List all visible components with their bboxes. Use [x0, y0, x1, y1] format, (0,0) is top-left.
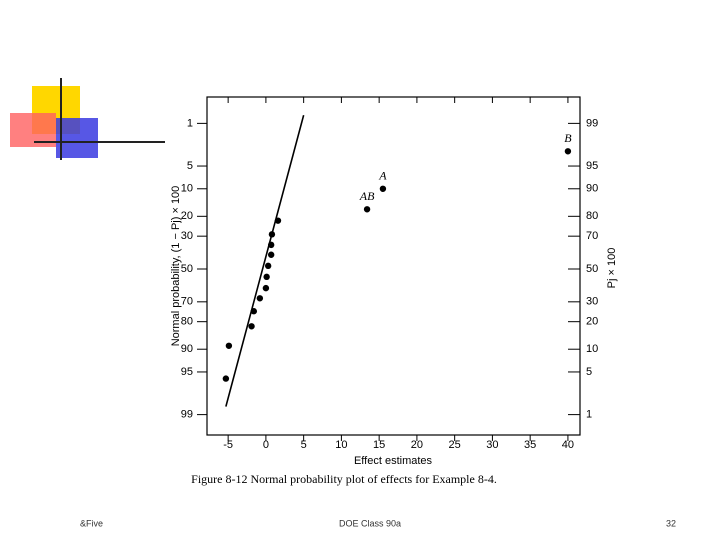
x-tick-label: 15	[373, 439, 385, 451]
y2-tick-label: 80	[586, 210, 598, 222]
y-tick-label: 80	[181, 316, 193, 328]
y2-tick-label: 70	[586, 230, 598, 242]
y2-tick-label: 99	[586, 117, 598, 129]
point	[274, 217, 282, 224]
point	[222, 375, 230, 382]
point	[267, 251, 275, 258]
point	[248, 323, 255, 330]
y2-tick-label: 90	[586, 183, 598, 195]
point	[264, 262, 272, 270]
y-axis-label: Normal probability, (1 − Pj) × 100	[170, 186, 182, 347]
point-label: A	[378, 169, 387, 183]
deco-square	[56, 118, 98, 158]
y2-tick-label: 20	[586, 316, 598, 328]
footer-left: &Five	[80, 518, 103, 528]
x-tick-label: -5	[223, 439, 233, 451]
x-tick-label: 25	[449, 439, 461, 451]
x-tick-label: 20	[411, 439, 423, 451]
y-tick-label: 95	[181, 366, 193, 378]
fit-line	[225, 114, 305, 407]
y-tick-label: 50	[181, 263, 193, 275]
x-tick-label: 30	[486, 439, 498, 451]
point	[379, 185, 387, 192]
footer-right: 32	[666, 518, 676, 528]
point	[263, 273, 270, 281]
y2-tick-label: 1	[586, 409, 592, 421]
point	[268, 231, 276, 238]
y-tick-label: 10	[181, 183, 193, 195]
x-tick-label: 0	[263, 439, 269, 451]
x-axis-label: Effect estimates	[354, 455, 433, 467]
point-label: AB	[359, 189, 375, 203]
y2-tick-label: 10	[586, 343, 598, 355]
footer-center: DOE Class 90a	[339, 518, 401, 528]
point	[262, 284, 270, 292]
caption: Figure 8-12 Normal probability plot of e…	[191, 472, 497, 486]
x-tick-label: 10	[335, 439, 347, 451]
point	[267, 241, 275, 249]
y-tick-label: 70	[181, 296, 193, 308]
y-tick-label: 99	[181, 409, 193, 421]
y-tick-label: 5	[187, 160, 193, 172]
y-tick-label: 20	[181, 210, 193, 222]
y2-tick-label: 30	[586, 296, 598, 308]
y2-tick-label: 50	[586, 263, 598, 275]
y2-tick-label: 5	[586, 366, 592, 378]
point	[256, 295, 264, 302]
plot-frame	[206, 96, 581, 436]
point	[564, 148, 572, 155]
point-label: B	[564, 131, 572, 145]
x-tick-label: 40	[562, 439, 574, 451]
point	[250, 308, 258, 315]
x-tick-label: 35	[524, 439, 536, 451]
point	[363, 206, 371, 213]
x-tick-label: 5	[301, 439, 307, 451]
y-tick-label: 1	[187, 117, 193, 129]
y2-tick-label: 95	[586, 160, 598, 172]
y2-axis-label: Pj × 100	[606, 248, 618, 289]
y-tick-label: 30	[181, 230, 193, 242]
point	[225, 342, 233, 349]
y-tick-label: 90	[181, 343, 193, 355]
